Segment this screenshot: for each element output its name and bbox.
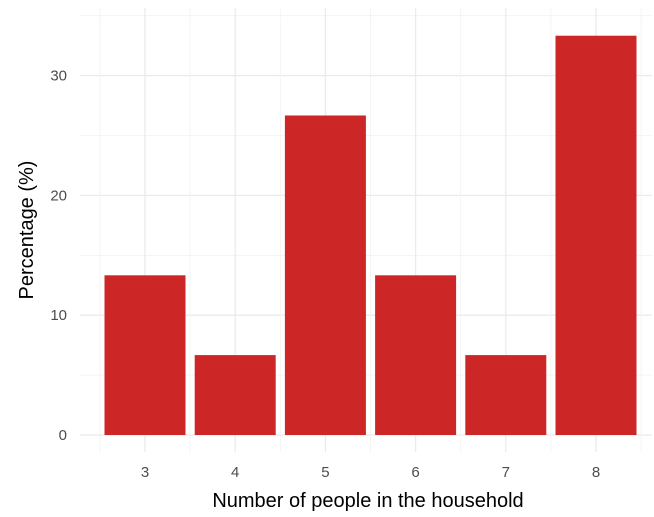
bar-4 bbox=[194, 355, 276, 435]
y-tick-label: 20 bbox=[50, 187, 67, 204]
x-tick-label: 8 bbox=[592, 464, 600, 481]
bars bbox=[104, 35, 637, 435]
x-tick-label: 5 bbox=[321, 464, 329, 481]
y-tick-label: 0 bbox=[59, 427, 67, 444]
bar-6 bbox=[375, 275, 457, 435]
bar-5 bbox=[284, 115, 366, 435]
y-axis-title: Percentage (%) bbox=[16, 161, 38, 300]
x-axis-tick-labels: 3 4 5 6 7 8 bbox=[141, 464, 600, 481]
bar-8 bbox=[555, 35, 637, 435]
y-tick-label: 30 bbox=[50, 68, 67, 85]
bar-7 bbox=[465, 355, 547, 435]
bar-3 bbox=[104, 275, 186, 435]
x-tick-label: 6 bbox=[411, 464, 419, 481]
x-tick-label: 7 bbox=[502, 464, 510, 481]
y-axis-tick-labels: 0 10 20 30 bbox=[50, 68, 67, 444]
y-tick-label: 10 bbox=[50, 307, 67, 324]
x-axis-title: Number of people in the household bbox=[212, 490, 523, 512]
x-tick-label: 3 bbox=[141, 464, 149, 481]
x-tick-label: 4 bbox=[231, 464, 239, 481]
